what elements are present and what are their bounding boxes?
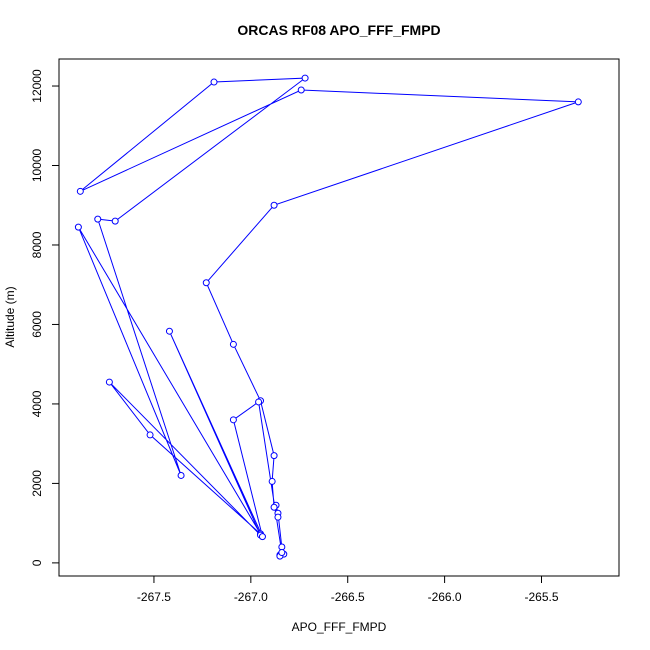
data-point — [74, 223, 82, 231]
data-point — [301, 74, 309, 82]
x-tick-label: -267.5 — [137, 590, 171, 604]
data-point — [255, 398, 263, 406]
data-point — [202, 279, 210, 287]
y-tick-label: 12000 — [30, 69, 44, 103]
y-tick-label: 10000 — [30, 148, 44, 182]
y-tick-label: 0 — [30, 559, 44, 566]
y-axis: 0 2000 4000 6000 8000 10000 12000 — [30, 69, 60, 566]
data-point — [270, 452, 278, 460]
data-point — [258, 533, 266, 541]
series-layer — [74, 74, 582, 560]
x-tick-label: -266.0 — [428, 590, 462, 604]
x-tick-label: -265.5 — [524, 590, 558, 604]
data-point — [268, 477, 276, 485]
y-tick-label: 8000 — [30, 231, 44, 258]
data-point — [111, 217, 119, 225]
data-point — [270, 503, 278, 511]
data-point — [270, 201, 278, 209]
data-point — [297, 86, 305, 94]
data-point — [274, 513, 282, 521]
data-point — [229, 416, 237, 424]
y-tick-label: 2000 — [30, 470, 44, 497]
data-point — [177, 471, 185, 479]
x-tick-label: -266.5 — [331, 590, 365, 604]
data-point — [574, 98, 582, 106]
data-point — [229, 340, 237, 348]
data-point — [210, 78, 218, 86]
data-point — [76, 187, 84, 195]
x-axis: -267.5 -267.0 -266.5 -266.0 -265.5 — [137, 575, 559, 604]
y-axis-label: Altitude (m) — [3, 286, 17, 347]
data-point — [146, 431, 154, 439]
x-tick-label: -267.0 — [234, 590, 268, 604]
data-point — [278, 549, 286, 557]
chart-title: ORCAS RF08 APO_FFF_FMPD — [237, 22, 440, 38]
data-point — [165, 327, 173, 335]
y-tick-label: 6000 — [30, 311, 44, 338]
y-tick-label: 4000 — [30, 390, 44, 417]
x-axis-label: APO_FFF_FMPD — [292, 620, 387, 634]
data-point — [94, 215, 102, 223]
data-point — [105, 378, 113, 386]
